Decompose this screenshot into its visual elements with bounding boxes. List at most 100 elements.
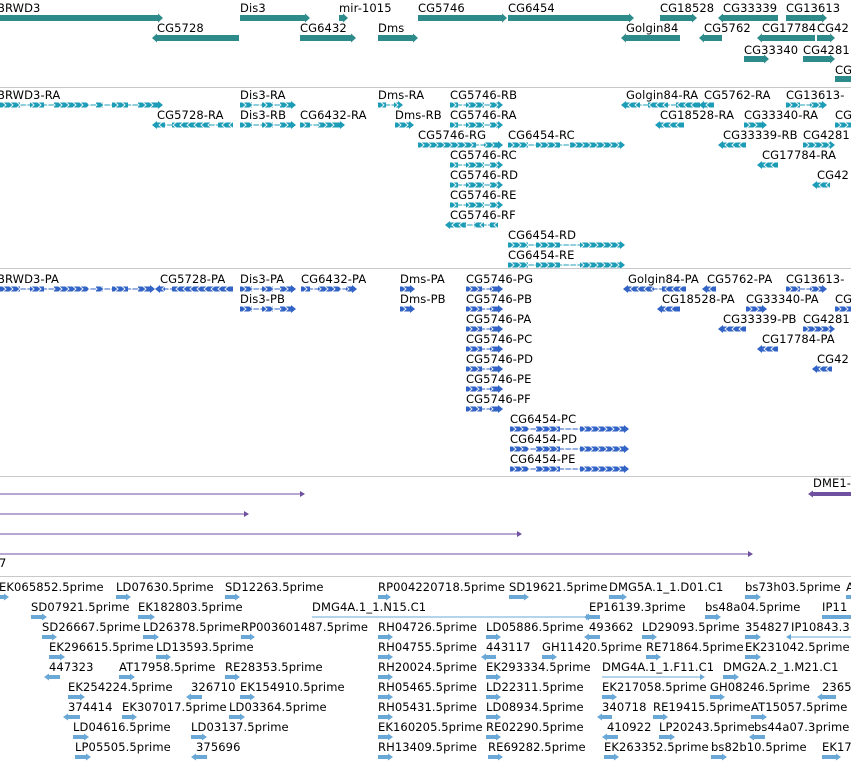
feature-glyph[interactable]: [378, 101, 403, 109]
feature-label[interactable]: bs73h03.5prime: [745, 580, 841, 594]
feature-label[interactable]: Dms: [378, 21, 405, 35]
feature-label[interactable]: AT17958.5prime: [119, 660, 216, 674]
feature-label[interactable]: BRWD3-RA: [0, 88, 61, 102]
feature-label[interactable]: CG18528-PA: [662, 292, 735, 306]
feature-glyph[interactable]: [803, 54, 835, 64]
feature-glyph[interactable]: [466, 305, 503, 313]
feature-label[interactable]: CG: [835, 108, 851, 122]
feature-label[interactable]: 340718: [602, 700, 647, 714]
feature-glyph[interactable]: [702, 285, 716, 293]
feature-glyph[interactable]: [822, 614, 851, 621]
feature-label[interactable]: RE19415.5prime: [653, 700, 751, 714]
feature-glyph[interactable]: [378, 653, 393, 661]
feature-label[interactable]: RP003601487.5prime: [241, 620, 369, 634]
feature-glyph[interactable]: [378, 33, 418, 43]
feature-glyph[interactable]: [0, 551, 753, 557]
feature-label[interactable]: CG5746-RE: [450, 188, 517, 202]
feature-label[interactable]: EK231042.5prime: [745, 640, 850, 654]
feature-label[interactable]: CG18528: [660, 1, 715, 15]
feature-label[interactable]: CG: [835, 63, 851, 77]
feature-glyph[interactable]: [466, 345, 503, 353]
feature-label[interactable]: A: [846, 580, 851, 594]
feature-label[interactable]: CG5746-RB: [450, 88, 518, 102]
feature-glyph[interactable]: [466, 325, 503, 333]
feature-glyph[interactable]: [466, 285, 503, 293]
feature-label[interactable]: Dis3-RA: [240, 88, 286, 102]
feature-label[interactable]: CG33339-RB: [723, 128, 798, 142]
feature-glyph[interactable]: [49, 653, 65, 661]
feature-glyph[interactable]: [155, 285, 233, 293]
feature-label[interactable]: CG5746-RF: [450, 208, 516, 222]
feature-label[interactable]: CG42: [817, 352, 849, 366]
feature-label[interactable]: CG42: [817, 21, 849, 35]
feature-glyph[interactable]: [301, 285, 357, 293]
feature-glyph[interactable]: [481, 653, 496, 661]
feature-label[interactable]: Dms-RA: [378, 88, 425, 102]
feature-label[interactable]: CG6454: [508, 1, 555, 15]
feature-label[interactable]: 7: [0, 556, 7, 570]
feature-glyph[interactable]: [68, 693, 85, 701]
feature-glyph[interactable]: [0, 531, 522, 537]
feature-label[interactable]: LD04616.5prime: [73, 720, 171, 734]
feature-label[interactable]: 493662: [589, 620, 634, 634]
feature-glyph[interactable]: [705, 613, 721, 621]
feature-glyph[interactable]: [300, 33, 356, 43]
feature-label[interactable]: RE28353.5prime: [225, 660, 323, 674]
feature-label[interactable]: CG5746-PF: [466, 392, 531, 406]
feature-glyph[interactable]: [63, 713, 80, 721]
feature-label[interactable]: CG5746-RG: [418, 128, 487, 142]
feature-label[interactable]: LD22311.5prime: [486, 680, 584, 694]
feature-glyph[interactable]: [711, 753, 727, 761]
feature-label[interactable]: RH13409.5prime: [378, 740, 478, 754]
feature-glyph[interactable]: [241, 633, 255, 641]
feature-glyph[interactable]: [0, 13, 163, 23]
feature-glyph[interactable]: [757, 345, 778, 353]
feature-label[interactable]: CG5746-RA: [450, 108, 517, 122]
feature-label[interactable]: CG5762-RA: [704, 88, 771, 102]
feature-label[interactable]: Dis3-PA: [240, 272, 285, 286]
feature-glyph[interactable]: [488, 753, 503, 761]
feature-label[interactable]: Dms-RB: [395, 108, 442, 122]
feature-glyph[interactable]: [138, 613, 155, 621]
feature-label[interactable]: CG17784-PA: [762, 332, 835, 346]
feature-glyph[interactable]: [508, 241, 625, 249]
feature-label[interactable]: 410922: [607, 720, 652, 734]
feature-glyph[interactable]: [378, 753, 393, 761]
feature-glyph[interactable]: [660, 13, 697, 23]
feature-label[interactable]: GH11420.5prime: [542, 640, 643, 654]
feature-glyph[interactable]: [812, 365, 832, 373]
feature-label[interactable]: LP20243.5prime: [659, 720, 755, 734]
feature-label[interactable]: LD29093.5prime: [642, 620, 740, 634]
feature-glyph[interactable]: [75, 753, 91, 761]
feature-label[interactable]: Dis3-RB: [240, 108, 287, 122]
feature-glyph[interactable]: [486, 713, 501, 721]
feature-label[interactable]: bs82b10.5prime: [711, 740, 807, 754]
feature-label[interactable]: CG5728: [157, 21, 204, 35]
feature-glyph[interactable]: [191, 733, 207, 741]
feature-label[interactable]: CG4281: [803, 43, 850, 57]
feature-label[interactable]: EK263352.5prime: [604, 740, 709, 754]
feature-glyph[interactable]: [156, 653, 171, 661]
feature-label[interactable]: EK254224.5prime: [68, 680, 173, 694]
feature-label[interactable]: CG5728-RA: [157, 108, 224, 122]
feature-glyph[interactable]: [659, 733, 675, 741]
feature-label[interactable]: Golgin84-RA: [626, 88, 699, 102]
feature-glyph[interactable]: [400, 305, 415, 313]
feature-label[interactable]: CG42: [817, 168, 849, 182]
feature-label[interactable]: RE71864.5prime: [646, 640, 744, 654]
feature-label[interactable]: EK154910.5prime: [240, 680, 345, 694]
feature-glyph[interactable]: [339, 13, 348, 23]
feature-label[interactable]: RH05465.5prime: [378, 680, 478, 694]
feature-glyph[interactable]: [744, 121, 767, 129]
feature-label[interactable]: DMG4A.1_1.F11.C1: [602, 660, 715, 674]
feature-label[interactable]: Golgin84-PA: [628, 272, 699, 286]
feature-label[interactable]: SD26667.5prime: [42, 620, 141, 634]
feature-label[interactable]: CG6454-PD: [510, 432, 578, 446]
feature-glyph[interactable]: [186, 693, 202, 701]
feature-glyph[interactable]: [152, 121, 234, 129]
feature-glyph[interactable]: [657, 305, 680, 313]
feature-label[interactable]: RH20024.5prime: [378, 660, 478, 674]
feature-glyph[interactable]: [510, 425, 629, 433]
feature-label[interactable]: mir-1015: [339, 1, 392, 15]
